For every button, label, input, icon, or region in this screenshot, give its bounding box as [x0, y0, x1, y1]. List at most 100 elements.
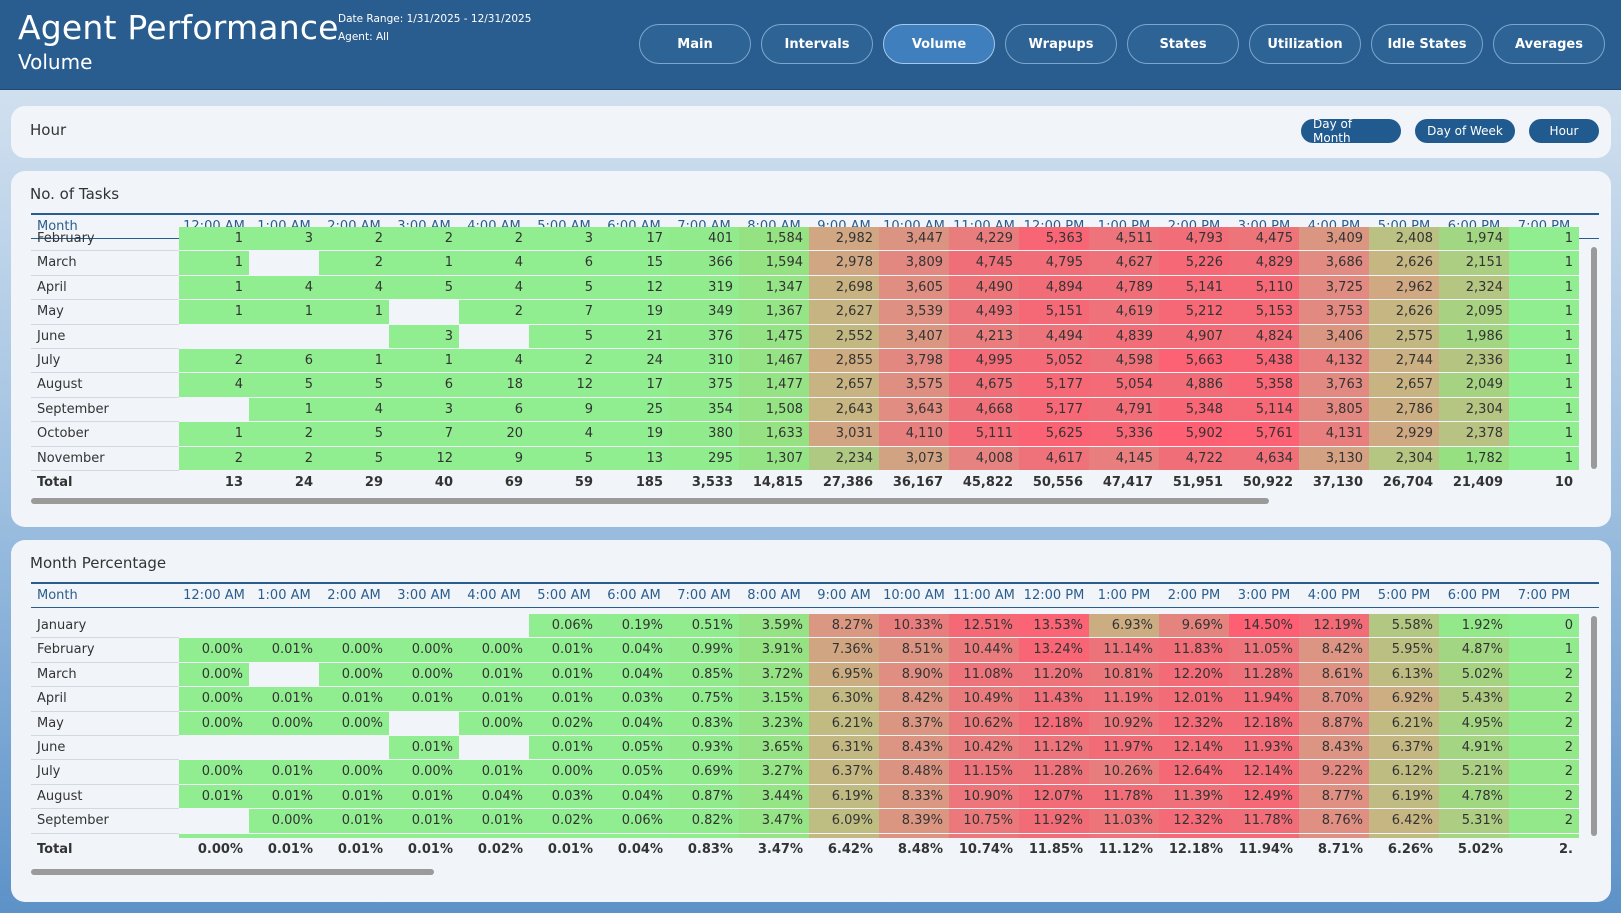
matrix-cell: 1	[249, 397, 319, 422]
nav-utilization-button[interactable]: Utilization	[1249, 24, 1361, 64]
table-row[interactable]: March 1 2 1 4 6 15 366 1,594 2,978 3,809 4,745 4,795…	[31, 251, 1599, 276]
hour-column-header[interactable]: 11:00 AM	[953, 588, 1015, 603]
hour-column-header[interactable]: 2:00 AM	[327, 588, 381, 603]
hour-column-header[interactable]: 12:00 PM	[1023, 588, 1085, 603]
matrix-cell: 3.27%	[739, 760, 809, 784]
matrix-cell: 5	[529, 446, 599, 470]
nav-wrapups-button[interactable]: Wrapups	[1005, 24, 1117, 64]
matrix-cell: 0.83%	[669, 711, 739, 735]
hour-column-header[interactable]: 5:00 AM	[537, 588, 591, 603]
hour-column-header[interactable]: 6:00 AM	[607, 588, 661, 603]
month-label: July	[31, 349, 179, 374]
hour-column-header[interactable]: 9:00 AM	[817, 588, 871, 603]
total-cell: 6.42%	[827, 842, 873, 857]
table-row[interactable]: July 0.00% 0.01% 0.00% 0.00% 0.01% 0.00% 0.05% 0…	[31, 760, 1599, 785]
matrix-cell: 0.00%	[459, 711, 529, 735]
matrix-cell	[389, 300, 459, 323]
hour-column-header[interactable]: 12:00 AM	[183, 588, 245, 603]
hour-column-header[interactable]: 4:00 PM	[1307, 588, 1361, 603]
day-of-month-button[interactable]: Day of Month	[1301, 117, 1401, 145]
total-cell: 50,556	[1032, 475, 1083, 490]
vertical-scrollbar[interactable]	[1591, 616, 1597, 836]
matrix-cell: 11.15%	[949, 760, 1019, 784]
hour-column-header[interactable]: 8:00 AM	[747, 588, 801, 603]
month-label: November	[31, 447, 179, 471]
nav-states-button[interactable]: States	[1127, 24, 1239, 64]
table-row[interactable]: April 0.00% 0.01% 0.01% 0.01% 0.01% 0.01% 0.03%…	[31, 687, 1599, 712]
hour-button[interactable]: Hour	[1529, 119, 1599, 143]
matrix-cell: 0.01%	[529, 687, 599, 711]
matrix-cell: 2,744	[1369, 349, 1439, 373]
table-row[interactable]: May 0.00% 0.00% 0.00% 0.00% 0.02% 0.04% 0.83% 3.…	[31, 711, 1599, 736]
matrix-cell: 18	[459, 373, 529, 397]
table-row[interactable]: May 1 1 1 2 7 19 349 1,367 2,627 3,539 4,493 5,151 4,…	[31, 300, 1599, 325]
hour-column-header[interactable]: 3:00 PM	[1237, 588, 1291, 603]
table-row[interactable]: November 2 2 5 12 9 5 13 295 1,307 2,234 3,073 4,008…	[31, 446, 1599, 471]
matrix-cell: 11.83%	[1159, 638, 1229, 662]
hour-column-header[interactable]: 1:00 AM	[257, 588, 311, 603]
matrix-cell: 0.05%	[599, 736, 669, 760]
nav-intervals-button[interactable]: Intervals	[761, 24, 873, 64]
matrix-cell: 3.65%	[739, 736, 809, 760]
table-row[interactable]: July 2 6 1 1 4 2 24 310 1,467 2,855 3,798 4,995 5,052…	[31, 349, 1599, 374]
horizontal-scrollbar[interactable]	[31, 869, 434, 875]
nav-main-button[interactable]: Main	[639, 24, 751, 64]
matrix-cell: 5,363	[1019, 227, 1089, 251]
table-row[interactable]: January 0.06% 0.19% 0.51% 3.59% 8.27% 10.33% 12…	[31, 614, 1599, 639]
matrix-cell: 5,663	[1159, 349, 1229, 373]
matrix-cell: 2	[1509, 809, 1579, 833]
total-cell: 5.02%	[1457, 842, 1503, 857]
nav-bar: Main Intervals Volume Wrapups States Utilizat…	[639, 24, 1605, 64]
matrix-cell	[459, 736, 529, 759]
table-row[interactable]: February 0.00% 0.01% 0.00% 0.00% 0.00% 0.01% 0.…	[31, 638, 1599, 663]
day-of-week-button[interactable]: Day of Week	[1415, 119, 1515, 143]
matrix-cell: 12.64%	[1159, 760, 1229, 784]
matrix-cell: 0.01%	[459, 687, 529, 711]
nav-volume-button[interactable]: Volume	[883, 24, 995, 64]
table-row[interactable]: June 0.01% 0.01% 0.05% 0.93% 3.65% 6.31% 8.43% 1…	[31, 736, 1599, 761]
matrix-cell: 11.08%	[949, 662, 1019, 687]
table-row[interactable]: June 3 5 21 376 1,475 2,552 3,407 4,213 4,494 4,83…	[31, 324, 1599, 349]
matrix-cell: 8.39%	[879, 809, 949, 833]
matrix-cell: 8.76%	[1299, 809, 1369, 833]
nav-idle-states-button[interactable]: Idle States	[1371, 24, 1483, 64]
hour-column-header[interactable]: 6:00 PM	[1447, 588, 1501, 603]
hour-column-header[interactable]: 7:00 PM	[1517, 588, 1571, 603]
table-row[interactable]: March 0.00% 0.00% 0.00% 0.01% 0.01% 0.04% 0.85%…	[31, 662, 1599, 688]
hour-column-header[interactable]: 10:00 AM	[883, 588, 945, 603]
vertical-scrollbar[interactable]	[1591, 247, 1597, 469]
table-row[interactable]: February 1 3 2 2 2 3 17 401 1,584 2,982 3,447 4,229 5…	[31, 227, 1599, 252]
month-column-header[interactable]: Month	[37, 219, 78, 234]
matrix-cell: 2,855	[809, 349, 879, 373]
month-column-header[interactable]: Month	[37, 588, 78, 603]
matrix-cell: 2,049	[1439, 373, 1509, 397]
matrix-cell: 12.51%	[949, 614, 1019, 638]
matrix-cell: 3.59%	[739, 614, 809, 638]
matrix-cell: 2,643	[809, 397, 879, 422]
table-row[interactable]: September 0.00% 0.01% 0.01% 0.01% 0.02% 0.06% 0…	[31, 809, 1599, 834]
hour-column-header[interactable]: 7:00 AM	[677, 588, 731, 603]
nav-averages-button[interactable]: Averages	[1493, 24, 1605, 64]
hour-column-header[interactable]: 2:00 PM	[1167, 588, 1221, 603]
matrix-cell: 6.19%	[1369, 784, 1439, 809]
hour-column-header[interactable]: 3:00 AM	[397, 588, 451, 603]
matrix-cell: 4,839	[1089, 324, 1159, 348]
table-row[interactable]: August 4 5 5 6 18 12 17 375 1,477 2,657 3,575 4,675 5…	[31, 373, 1599, 398]
matrix-cell: 4,824	[1229, 324, 1299, 348]
matrix-cell: 12	[599, 275, 669, 300]
matrix-cell: 10.42%	[949, 736, 1019, 760]
table-row[interactable]: October 1 2 5 7 20 4 19 380 1,633 3,031 4,110 5,111 5…	[31, 422, 1599, 447]
table-row[interactable]: August 0.01% 0.01% 0.01% 0.01% 0.04% 0.03% 0.04…	[31, 784, 1599, 810]
month-label: May	[31, 300, 179, 325]
table-row[interactable]: April 1 4 4 5 4 5 12 319 1,347 2,698 3,605 4,490 4,89…	[31, 275, 1599, 301]
matrix-cell: 0.00%	[249, 809, 319, 833]
matrix-cell: 3.15%	[739, 687, 809, 711]
table-row[interactable]: September 1 4 3 6 9 25 354 1,508 2,643 3,643 4,668 5…	[31, 397, 1599, 423]
hour-column-header[interactable]: 5:00 PM	[1377, 588, 1431, 603]
matrix-cell: 8.42%	[1299, 638, 1369, 662]
total-label: Total	[37, 475, 73, 490]
hour-column-header[interactable]: 4:00 AM	[467, 588, 521, 603]
horizontal-scrollbar[interactable]	[31, 498, 1269, 504]
hour-column-header[interactable]: 1:00 PM	[1097, 588, 1151, 603]
matrix-cell: 6.95%	[809, 662, 879, 687]
